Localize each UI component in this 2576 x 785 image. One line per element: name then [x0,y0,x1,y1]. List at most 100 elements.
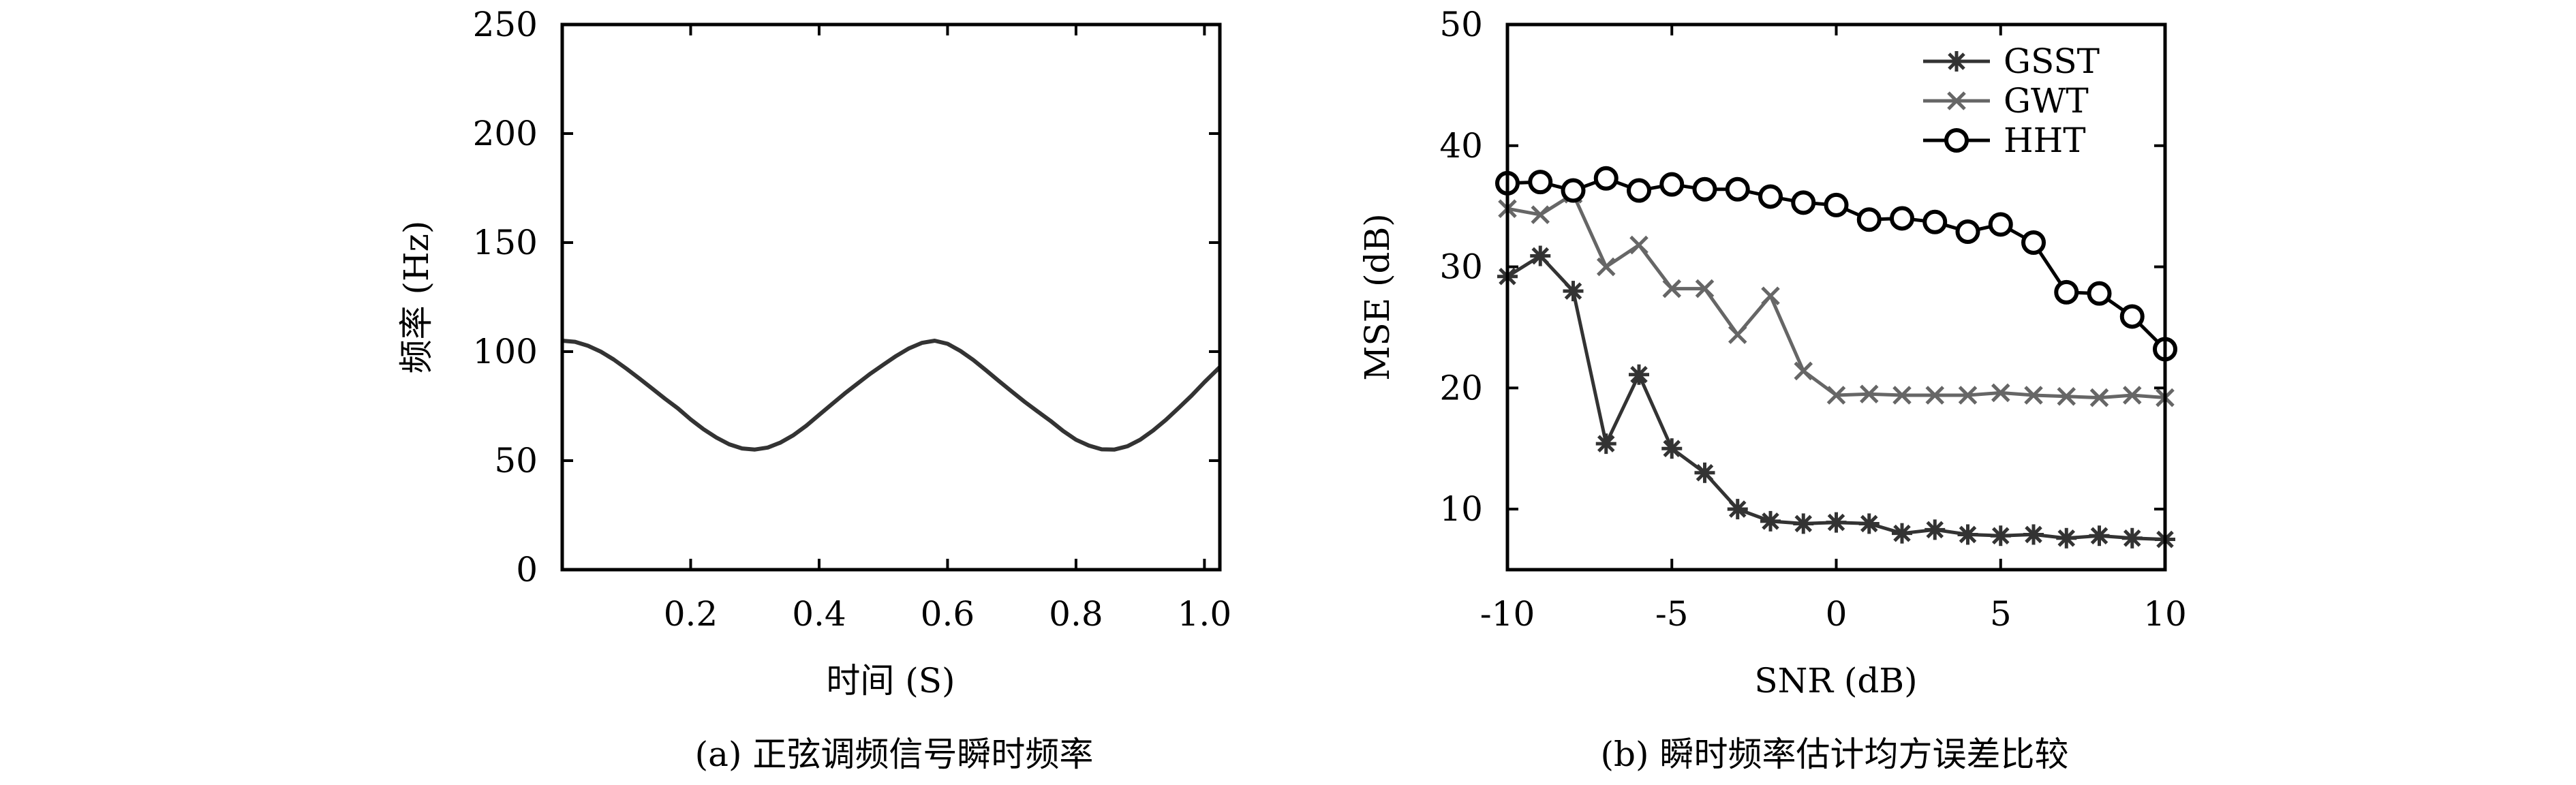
series-hht-point [1758,184,1783,209]
series-hht-point-circle [1955,219,1980,244]
panel-a-frequency-line [562,339,1222,452]
series-hht-point-circle [2087,281,2112,306]
series-gwt-point-stroke [1859,384,1879,403]
series-gsst-point-stroke [1630,366,1648,384]
series-gsst-point-stroke [2025,525,2042,544]
series-gsst-point [1760,510,1781,532]
series-gwt-point [2024,386,2043,405]
panel-a-ytick-label: 250 [473,5,538,44]
panel-b-xtick-label: 0 [1826,594,1847,634]
series-gwt-point-stroke [1991,383,2010,403]
series-gsst-point-stroke [2123,529,2141,547]
series-hht-point-circle [1791,190,1816,215]
panel-b-ticks: -10 -5 0 5 10 10 20 30 40 50 [1439,5,2186,634]
series-hht-point-circle [1692,176,1717,202]
panel-a-ytick-label: 0 [516,550,538,589]
series-hht-point [2119,304,2145,329]
series-gsst-point [1563,281,1584,302]
panel-a-caption: (a) 正弦调频信号瞬时频率 [695,735,1094,774]
panel-a-xtick-label: 1.0 [1178,594,1232,634]
panel-b-series-group [1495,166,2177,550]
series-hht-point [1890,206,1914,231]
series-gwt-point [1958,386,1978,405]
series-hht-point-circle [1824,192,1849,217]
series-hht-point-circle [1659,172,1685,197]
series-gsst-point-stroke [1860,514,1878,533]
panel-a-ytick-label: 50 [494,441,538,480]
series-gwt-point-stroke [2122,386,2142,405]
series-gwt-point [1991,383,2010,403]
series-gwt-point-stroke [1892,386,1912,405]
series-gsst-point [1530,245,1551,266]
series-gwt-point-stroke [1958,386,1978,405]
series-gwt-point [1728,325,1747,344]
series-gsst-point-stroke [1531,247,1550,265]
series-gwt-point [1859,384,1879,403]
series-gsst-point [1793,513,1814,534]
panel-b-ytick-label: 20 [1439,368,1483,407]
legend-gsst-marker [1946,51,1967,72]
panel-b-xlabel: SNR (dB) [1754,661,1917,701]
series-gwt-point-stroke [1728,325,1747,344]
series-gsst-point-stroke [1926,521,1944,539]
series-gsst-point [1957,524,1978,545]
series-hht-point [1692,176,1717,202]
panel-b-ytick-label: 40 [1439,126,1483,166]
panel-b-xtick-label: 5 [1990,594,2012,634]
series-hht-point [1922,209,1948,234]
series-gsst-point [1661,438,1683,459]
legend-hht-marker-circle [1944,128,1969,153]
panel-b-ytick-label: 10 [1439,489,1483,529]
series-gsst-point [1727,499,1748,520]
series-hht-point [2054,279,2079,305]
series-hht-point [1593,166,1619,191]
series-gwt-point-stroke [1596,257,1616,277]
panel-b-ytick-label: 50 [1439,5,1483,44]
series-gsst-point [1892,523,1912,544]
series-gwt-point-stroke [1826,386,1846,405]
panel-a-ytick-label: 200 [473,114,538,153]
series-hht-point [1725,176,1750,202]
panel-a-series [562,339,1222,452]
series-gsst-point-stroke [1893,524,1911,542]
series-gsst-point-stroke [2057,529,2076,547]
series-gsst-point-stroke [1794,514,1813,533]
panel-a-ticks: 0.2 0.4 0.6 0.8 1.0 0 50 100 150 200 250 [473,5,1232,634]
panel-a-xtick-label: 0.6 [921,594,975,634]
series-gwt-point [1596,257,1616,277]
panel-a-xtick-label: 0.8 [1049,594,1103,634]
series-gsst-point [2023,524,2044,545]
series-gwt-point-stroke [1695,279,1715,298]
series-gwt-point [2089,388,2109,407]
legend-gwt-marker [1947,91,1966,110]
panel-b-ylabel: MSE (dB) [1358,213,1397,381]
panel-a-xtick-label: 0.4 [792,594,846,634]
series-gwt-point [1761,286,1780,305]
series-hht-point-circle [1725,176,1750,202]
legend-gwt-label: GWT [2004,81,2089,121]
panel-b-xtick-label: 10 [2143,594,2187,634]
legend-gsst-marker-stroke [1948,52,1965,70]
series-gwt-point [2057,387,2076,406]
series-gsst-point-stroke [2090,527,2109,544]
series-gwt-point-stroke [1531,205,1550,224]
series-gsst-point-stroke [1959,525,1977,544]
panel-a-chart: 0.2 0.4 0.6 0.8 1.0 0 50 100 150 200 250 时间 (S) 频率… [397,5,1231,774]
series-gsst-point [1595,433,1616,455]
series-gsst-point [2089,525,2110,547]
legend-gsst-label: GSST [2004,42,2100,81]
series-hht-point-circle [1593,166,1619,191]
series-gsst-point-stroke [1597,435,1615,452]
series-gwt-point-stroke [1794,361,1813,381]
panel-a-ytick-label: 150 [473,223,538,262]
panel-b-ytick-label: 30 [1439,247,1483,287]
series-gwt-point-stroke [2024,386,2043,405]
series-hht-point-circle [1528,170,1553,195]
series-gsst-point-stroke [1696,464,1714,482]
panel-b-xtick-label: -10 [1480,594,1535,634]
panel-a-ylabel: 频率 (Hz) [397,221,436,374]
panel-a-xtick-label: 0.2 [664,594,718,634]
